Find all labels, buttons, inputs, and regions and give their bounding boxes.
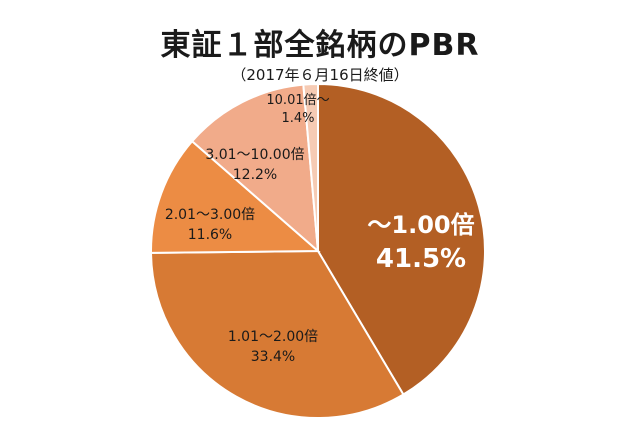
slice-label: 1.01〜2.00倍	[228, 329, 318, 345]
pie-slice	[190, 83, 320, 254]
slice-percent-label: 41.5%	[376, 244, 466, 274]
slice-label: 2.01〜3.00倍	[165, 207, 255, 223]
pie-slice	[150, 139, 321, 254]
pie-slice	[302, 82, 319, 252]
slice-percent-label: 11.6%	[188, 227, 232, 243]
chart-subtitle: （2017年６月16日終値）	[231, 66, 409, 84]
slice-percent-label: 12.2%	[233, 167, 277, 183]
pie-slice	[149, 249, 405, 419]
slice-label: 3.01〜10.00倍	[205, 147, 304, 163]
slice-percent-label: 1.4%	[281, 111, 314, 126]
pie-slice	[317, 82, 486, 396]
chart-title: 東証１部全銘柄のPBR	[160, 28, 480, 63]
slice-label: 〜1.00倍	[367, 211, 474, 239]
slice-percent-label: 33.4%	[251, 349, 295, 365]
slice-label: 10.01倍〜	[266, 93, 329, 108]
